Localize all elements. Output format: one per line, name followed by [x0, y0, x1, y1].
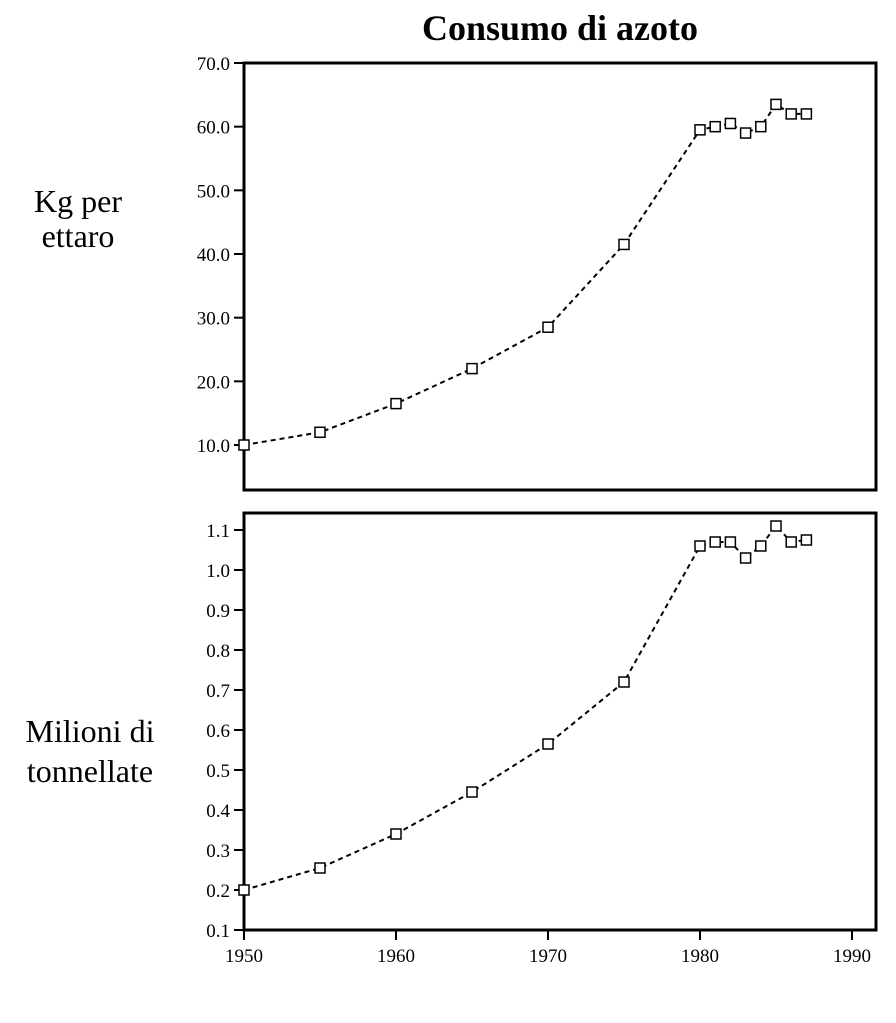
upper-y-tick-label: 50.0 [197, 181, 230, 202]
x-tick-label: 1950 [225, 946, 263, 967]
upper-y-tick-label: 30.0 [197, 309, 230, 330]
x-tick-label: 1960 [377, 946, 415, 967]
upper-data-point [694, 124, 706, 136]
upper-data-point [314, 426, 326, 439]
lower-series-line [243, 524, 807, 891]
upper-data-point [542, 321, 554, 333]
lower-data-point [755, 540, 767, 552]
lower-data-point [238, 884, 250, 896]
chart-title: Consumo di azoto [422, 8, 698, 48]
lower-y-tick-label: 0.6 [206, 721, 230, 742]
upper-data-point [466, 362, 478, 375]
lower-y-tick-label: 0.5 [206, 761, 230, 782]
upper-series-line [243, 103, 807, 446]
lower-data-point [618, 676, 630, 688]
upper-data-point [785, 108, 797, 120]
lower-y-label: Milioni di [26, 713, 155, 749]
upper-panel: 10.0 20.0 30.0 40.0 50.0 60.0 70.0 [197, 54, 813, 457]
upper-y-tick-label: 60.0 [197, 118, 230, 139]
lower-data-point [785, 536, 797, 548]
lower-data-point [709, 536, 721, 548]
lower-y-tick-label: 0.3 [206, 841, 230, 862]
lower-plot-frame [242, 511, 878, 932]
lower-panel: 0.1 0.2 0.3 0.4 0.5 0.6 0.7 0.8 0.9 1.0 1.1 1950 196… [206, 520, 871, 967]
lower-data-point [739, 552, 752, 564]
upper-data-point [770, 98, 782, 111]
lower-y-tick-label: 0.1 [206, 921, 230, 942]
upper-data-point [390, 397, 402, 410]
upper-data-point [755, 120, 767, 133]
upper-y-tick-label: 70.0 [197, 54, 230, 75]
upper-y-tick-label: 10.0 [197, 436, 230, 457]
x-tick-label: 1970 [529, 946, 567, 967]
upper-y-tick-label: 40.0 [197, 245, 230, 266]
lower-y-tick-label: 0.2 [206, 881, 230, 902]
lower-y-tick-label: 0.8 [206, 641, 230, 662]
lower-data-point [800, 534, 813, 546]
lower-data-point [542, 738, 554, 750]
upper-y-tick-label: 20.0 [197, 372, 230, 393]
lower-y-tick-label: 1.1 [206, 521, 230, 542]
lower-data-point [770, 520, 782, 532]
upper-data-point [724, 117, 737, 130]
upper-data-point [739, 127, 752, 139]
x-tick-label: 1990 [833, 946, 871, 967]
lower-y-tick-label: 0.7 [206, 681, 230, 702]
lower-data-point [314, 862, 326, 874]
upper-data-point [709, 120, 721, 133]
upper-y-label-line-2: ettaro [42, 218, 115, 254]
upper-y-label-line-1: Kg per [34, 183, 122, 219]
lower-y-label-line-2: tonnellate [27, 753, 153, 789]
lower-data-point [390, 828, 402, 840]
upper-data-point [618, 238, 630, 251]
lower-y-tick-label: 0.9 [206, 601, 230, 622]
upper-y-label: Kg per [34, 183, 122, 219]
lower-y-tick-label: 1.0 [206, 561, 230, 582]
upper-data-point [800, 108, 813, 120]
lower-y-label-line-1: Milioni di [26, 713, 155, 749]
lower-y-label-2: tonnellate [27, 753, 153, 789]
lower-data-point [466, 786, 478, 798]
upper-data-point [238, 439, 250, 451]
lower-data-point [724, 536, 737, 548]
x-tick-label: 1980 [681, 946, 719, 967]
lower-y-tick-label: 0.4 [206, 801, 230, 822]
lower-data-point [694, 540, 706, 552]
upper-plot-frame [242, 61, 878, 492]
upper-y-label-2: ettaro [42, 218, 115, 254]
